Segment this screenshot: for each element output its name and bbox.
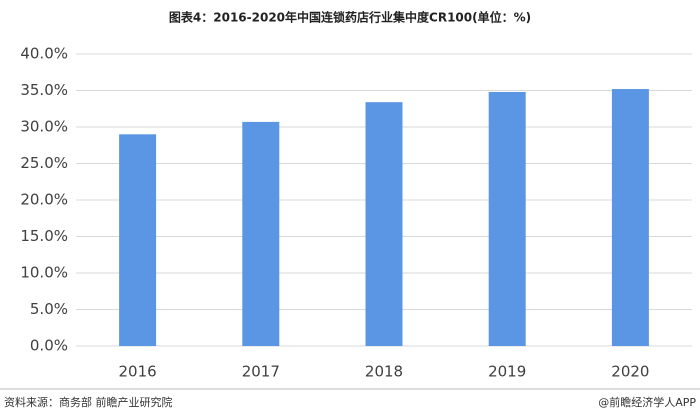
bar	[242, 121, 280, 346]
bar	[119, 134, 157, 346]
x-tick-label: 2018	[365, 363, 403, 381]
y-tick-label: 30.0%	[20, 118, 68, 136]
x-tick-label: 2019	[488, 363, 526, 381]
x-tick-label: 2016	[119, 363, 157, 381]
y-tick-label: 35.0%	[20, 81, 68, 99]
y-tick-label: 10.0%	[20, 264, 68, 282]
x-tick-label: 2017	[242, 363, 280, 381]
y-tick-label: 5.0%	[30, 300, 68, 318]
x-tick-label: 2020	[611, 363, 649, 381]
chart-title: 图表4：2016-2020年中国连锁药店行业集中度CR100(单位：%)	[169, 10, 531, 25]
credit: @前瞻经济学人APP	[598, 395, 696, 409]
y-tick-label: 15.0%	[20, 227, 68, 245]
y-tick-label: 25.0%	[20, 154, 68, 172]
y-tick-label: 20.0%	[20, 191, 68, 209]
source: 资料来源：商务部 前瞻产业研究院	[4, 395, 173, 409]
bar	[488, 91, 526, 347]
y-tick-label: 0.0%	[30, 337, 68, 355]
bar	[611, 89, 649, 346]
bar	[365, 102, 403, 347]
y-tick-label: 40.0%	[20, 45, 68, 63]
